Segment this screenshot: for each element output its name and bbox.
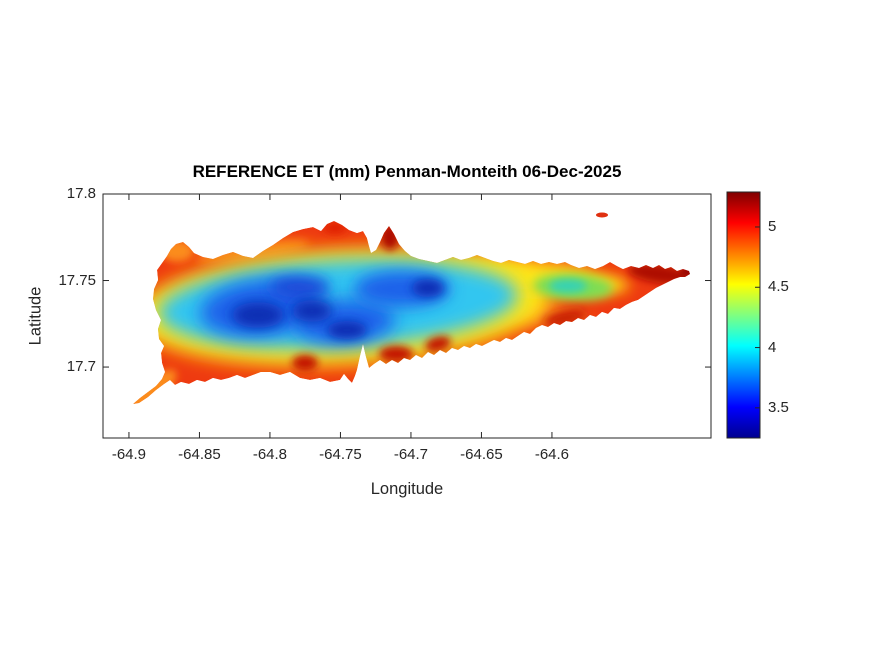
et-field-blob bbox=[323, 222, 347, 234]
et-field-blob bbox=[292, 300, 332, 322]
offshore-islet bbox=[596, 212, 608, 218]
et-field-blob bbox=[270, 276, 330, 298]
et-field-blob bbox=[680, 268, 690, 276]
x-axis-label: Longitude bbox=[370, 480, 444, 498]
figure-title: REFERENCE ET (mm) Penman-Monteith 06-Dec… bbox=[192, 162, 622, 181]
colorbar-ticks bbox=[755, 226, 760, 409]
et-field-blob bbox=[425, 336, 451, 352]
et-field-blob bbox=[292, 355, 318, 371]
et-field-blob bbox=[412, 279, 444, 297]
colorbar bbox=[726, 191, 761, 439]
y-axis-label: Latitude bbox=[26, 286, 45, 346]
et-field-blob bbox=[232, 302, 284, 328]
et-field-blob bbox=[379, 346, 413, 362]
et-field-blob bbox=[381, 224, 399, 250]
island-et-field bbox=[133, 221, 690, 404]
axis-ticks bbox=[103, 193, 711, 438]
et-field-blob bbox=[160, 240, 194, 262]
et-field-blob bbox=[133, 369, 177, 404]
et-field-blob bbox=[549, 279, 587, 293]
axes-box bbox=[102, 193, 712, 439]
et-field-blob bbox=[327, 321, 367, 339]
